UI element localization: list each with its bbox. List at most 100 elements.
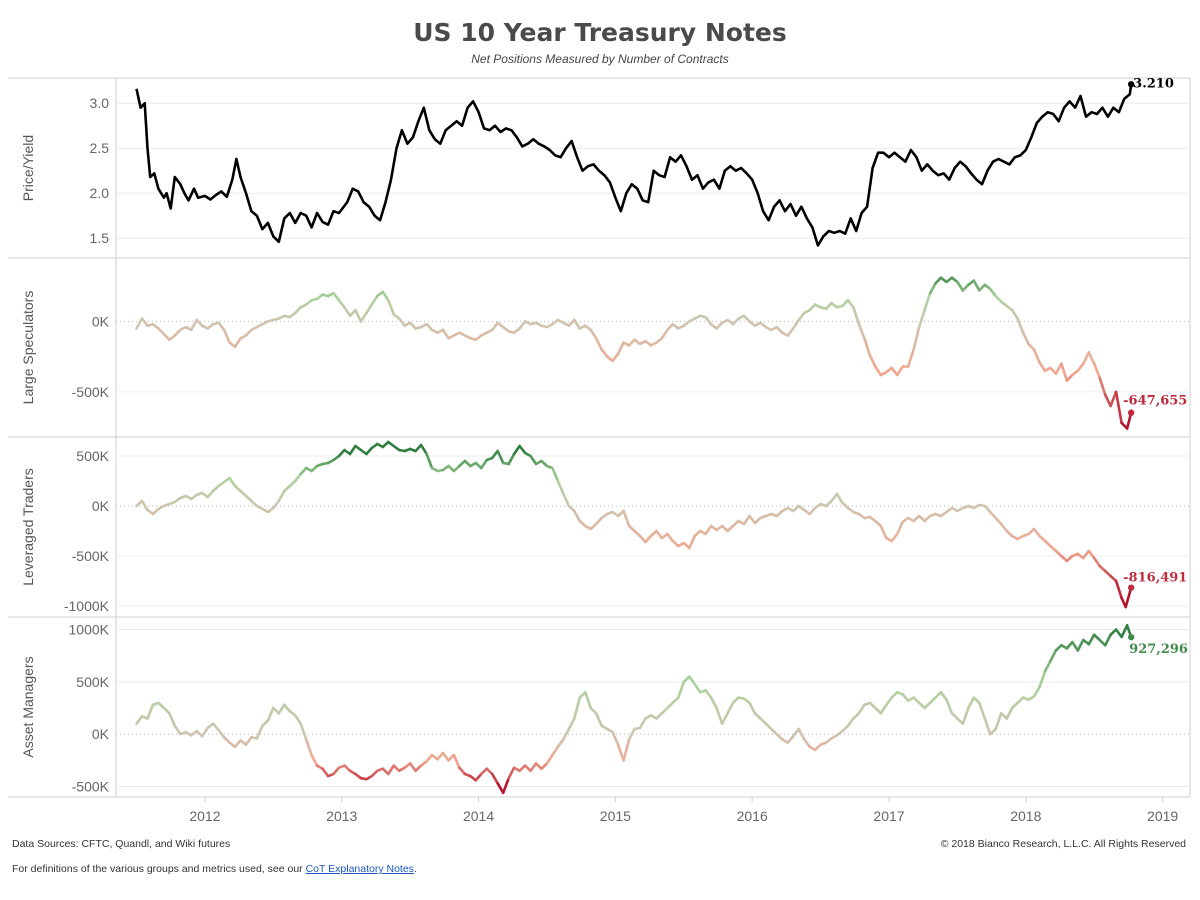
series-segment xyxy=(676,680,686,699)
series-segment xyxy=(1114,628,1123,639)
series-segment xyxy=(983,504,992,514)
series-segment xyxy=(627,338,636,347)
series-segment xyxy=(1032,527,1041,538)
series-segment xyxy=(644,534,653,544)
series-segment xyxy=(934,276,943,285)
series-segment xyxy=(441,328,450,340)
series-segment xyxy=(895,520,905,536)
series-segment xyxy=(890,366,899,377)
series-segment xyxy=(879,524,888,540)
series-segment xyxy=(370,294,379,306)
series-segment xyxy=(1071,640,1080,652)
end-point-marker xyxy=(1127,584,1135,591)
series-segment xyxy=(271,499,281,510)
series-segment xyxy=(1032,348,1041,364)
series-segment xyxy=(830,492,839,503)
series-segment xyxy=(359,311,368,323)
series-segment xyxy=(994,516,1003,526)
series-segment xyxy=(507,452,516,466)
series-segment xyxy=(1054,362,1063,375)
series-segment xyxy=(474,772,483,782)
series-segment xyxy=(660,328,669,340)
y-tick-label: 3.0 xyxy=(90,95,110,111)
series-segment xyxy=(687,534,697,550)
x-tick-label: 2017 xyxy=(873,808,904,824)
series-segment xyxy=(808,506,817,516)
series-segment xyxy=(529,454,538,466)
series-segment xyxy=(666,532,675,543)
series-segment xyxy=(173,724,182,736)
series-segment xyxy=(217,728,226,739)
series-segment xyxy=(1082,549,1091,560)
cot-explanatory-notes-link[interactable]: CoT Explanatory Notes xyxy=(305,863,414,875)
series-segment xyxy=(961,706,970,726)
series-segment xyxy=(977,701,987,720)
series-segment xyxy=(1021,331,1030,346)
series-segment xyxy=(157,327,166,336)
series-segment xyxy=(1098,376,1107,397)
series-segment xyxy=(742,514,751,526)
series-segment xyxy=(846,717,855,728)
series-segment xyxy=(611,730,620,747)
series-segment xyxy=(217,321,226,332)
definitions-note: For definitions of the various groups an… xyxy=(12,863,417,875)
series-segment xyxy=(1114,579,1123,600)
series-segment xyxy=(879,703,888,715)
y-tick-label: 1000K xyxy=(69,622,110,638)
series-segment xyxy=(835,492,844,505)
series-segment xyxy=(572,509,582,523)
series-segment xyxy=(961,283,970,292)
series-segment xyxy=(293,472,303,483)
series-segment xyxy=(1092,556,1101,568)
panel-price: 1.5 2.0 2.5 3.0 Price/Yield 3.210 xyxy=(20,76,1190,247)
series-segment xyxy=(912,325,921,351)
y-tick-label: 0K xyxy=(92,498,110,514)
series-segment xyxy=(479,458,489,470)
series-segment xyxy=(162,332,171,342)
series-segment xyxy=(365,303,374,315)
series-segment xyxy=(704,315,713,326)
series-segment xyxy=(857,322,866,340)
series-segment xyxy=(983,717,992,736)
series-segment xyxy=(189,318,198,332)
y-tick-label: 2.0 xyxy=(90,185,110,201)
series-segment xyxy=(386,298,396,316)
series-segment xyxy=(594,516,604,526)
series-segment xyxy=(211,722,220,732)
series-segment xyxy=(277,489,286,503)
series-segment xyxy=(135,317,144,330)
series-segment xyxy=(1124,586,1133,609)
series-segment xyxy=(321,767,330,778)
data-sources-note: Data Sources: CFTC, Quandl, and Wiki fut… xyxy=(12,838,231,850)
series-segment xyxy=(337,448,346,458)
series-segment xyxy=(977,283,987,292)
series-segment xyxy=(408,321,417,330)
series-segment xyxy=(1010,308,1019,320)
series-segment xyxy=(140,499,149,512)
series-segment xyxy=(748,514,757,525)
series-segment xyxy=(901,693,910,703)
series-segment xyxy=(583,690,593,710)
series-segment xyxy=(452,753,461,770)
series-segment xyxy=(206,489,215,499)
series-segment xyxy=(857,703,866,715)
series-segment xyxy=(419,443,428,456)
series-segment xyxy=(923,291,932,312)
series-segment xyxy=(988,287,998,298)
x-tick-label: 2018 xyxy=(1010,808,1041,824)
series-segment xyxy=(731,317,740,326)
series-segment xyxy=(1087,351,1096,366)
series-segment xyxy=(458,766,467,776)
y-tick-label: 500K xyxy=(76,674,109,690)
series-segment xyxy=(140,317,149,328)
y-axis-label: Asset Managers xyxy=(20,656,36,757)
series-segment xyxy=(786,734,795,744)
series-segment xyxy=(233,739,242,749)
y-tick-label: -500K xyxy=(72,548,110,564)
series-segment xyxy=(266,706,275,722)
series-segment xyxy=(348,444,357,456)
series-segment xyxy=(507,766,516,780)
series-segment xyxy=(791,318,801,330)
series-segment xyxy=(518,444,527,455)
series-segment xyxy=(567,717,576,731)
